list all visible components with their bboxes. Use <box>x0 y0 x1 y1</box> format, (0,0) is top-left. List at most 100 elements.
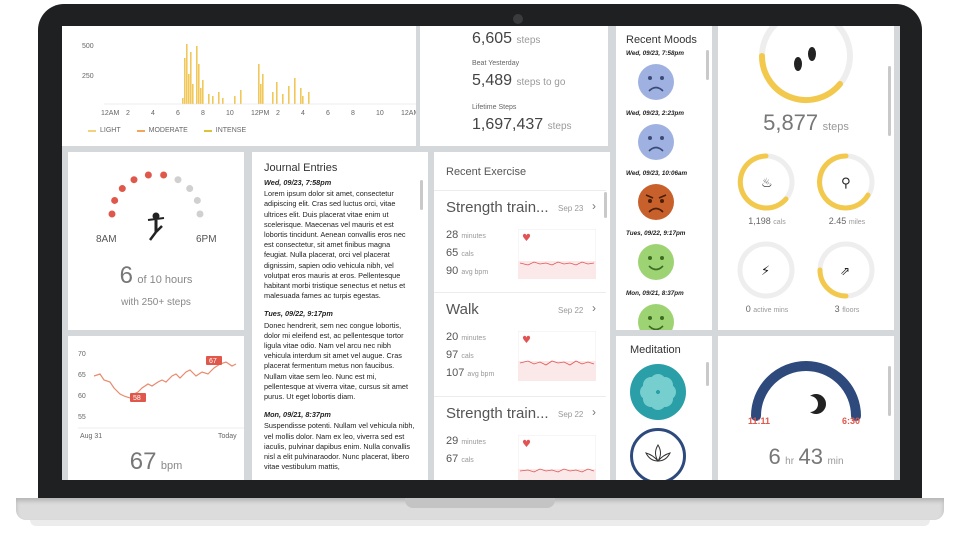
activity-bar <box>182 98 184 104</box>
activity-bar <box>222 98 224 104</box>
activity-bar <box>198 64 200 104</box>
x-tick-label: 2 <box>126 110 130 117</box>
angry-face-icon[interactable] <box>638 184 674 220</box>
x-tick-label: 8 <box>351 110 355 117</box>
x-tick-label: 8 <box>201 110 205 117</box>
x-tick-label: 2 <box>276 110 280 117</box>
hourly-value: 6 of 10 hours <box>119 262 193 289</box>
hr-x-start: Aug 31 <box>80 433 102 440</box>
mini-rings-top: ♨ ⚲ <box>737 153 875 211</box>
happy-face-icon[interactable] <box>638 244 674 280</box>
activity-bar <box>288 86 290 104</box>
lightning-icon: ⚡ <box>761 264 770 279</box>
hourly-end: 6PM <box>196 234 217 245</box>
activity-bar <box>308 92 310 104</box>
calories-label: 1,198 cals <box>748 216 786 226</box>
journal-card[interactable]: Journal Entries Wed, 09/23, 7:58pm Lorem… <box>252 152 428 480</box>
activity-bar <box>240 90 242 104</box>
exercise-card[interactable]: Recent Exercise Strength train... Sep 23… <box>434 152 610 480</box>
hour-dot <box>111 196 119 204</box>
sad-face-icon[interactable] <box>638 124 674 160</box>
moods-scrollbar[interactable] <box>706 50 709 80</box>
hr-y-60: 60 <box>78 393 86 400</box>
hourly-activity-card[interactable]: 8AM 6PM 6 of 10 hours with 250+ steps <box>68 152 244 330</box>
mini-rings-bottom: ⚡ ⇗ <box>737 241 875 299</box>
mood-date: Mon, 09/21, 8:37pm <box>626 290 684 297</box>
sleep-arc <box>751 361 861 421</box>
activity-bar <box>192 84 194 104</box>
journal-scrollbar[interactable] <box>420 180 423 210</box>
svg-text:58: 58 <box>133 395 141 402</box>
stairs-icon: ⇗ <box>840 264 850 278</box>
meditation-flower-icon[interactable] <box>630 364 686 420</box>
exercise-item[interactable]: Strength train... Sep 22 › 29 minutes 67… <box>434 396 606 480</box>
steps-ring-card[interactable]: 5,877 steps ♨ ⚲ 1,198 cals 2.45 miles ⚡ … <box>718 26 894 330</box>
lifetime-steps-label: Lifetime Steps <box>472 104 517 111</box>
heart-rate-card[interactable]: 70 65 60 55 67 58 Aug 31 Today 67 bpm <box>68 336 244 480</box>
meditation-scrollbar[interactable] <box>706 362 709 386</box>
heart-icon: ♥ <box>522 233 531 244</box>
activity-bar <box>276 82 278 104</box>
x-tick-label: 4 <box>301 110 305 117</box>
journal-entry[interactable]: Wed, 09/23, 7:58pm Lorem ipsum dolor sit… <box>264 178 406 301</box>
sad-face-icon[interactable] <box>638 64 674 100</box>
hourly-dots <box>108 171 204 241</box>
moods-title: Recent Moods <box>626 34 697 46</box>
exercise-item[interactable]: Strength train... Sep 23 › 28 minutes 65… <box>434 190 606 290</box>
hour-dot <box>186 185 194 193</box>
heart-rate-value: 67 bpm <box>129 448 183 475</box>
hour-dot <box>144 171 152 179</box>
activity-bar <box>218 92 220 104</box>
sleep-scrollbar[interactable] <box>888 366 891 416</box>
active-mins-label: 0 active mins <box>745 304 789 314</box>
sleep-card[interactable]: 11:11 6:30 6 hr 43 min <box>718 336 894 480</box>
laptop-shadow <box>30 520 930 526</box>
hour-dot <box>108 210 116 218</box>
moods-card[interactable]: Recent Moods Wed, 09/23, 7:58pm Wed, 09/… <box>616 26 712 330</box>
x-tick-label: 12AM <box>101 110 119 117</box>
lifetime-steps-value: 1,697,437 steps <box>472 116 572 133</box>
dashboard-screen: 500 250 12AM 2 4 6 8 10 12PM 2 4 6 8 10 12AM LIGHT M… <box>62 26 900 480</box>
lotus-icon[interactable] <box>630 428 686 480</box>
heart-rate-line <box>93 361 237 399</box>
exercise-item[interactable]: Walk Sep 22 › 20 minutes 97 cals 107 avg… <box>434 292 606 394</box>
mood-date: Wed, 09/23, 2:23pm <box>626 110 684 117</box>
y-tick-250: 250 <box>82 73 94 80</box>
heart-icon: ♥ <box>522 335 531 346</box>
laptop-notch <box>405 498 555 508</box>
activity-bar <box>294 78 296 104</box>
journal-entry[interactable]: Tues, 09/22, 9:17pm Donec hendrerit, sem… <box>264 309 408 402</box>
mood-date: Wed, 09/23, 7:58pm <box>626 50 684 57</box>
location-pin-icon: ⚲ <box>841 176 851 191</box>
activity-chart-card[interactable]: 500 250 12AM 2 4 6 8 10 12PM 2 4 6 8 10 12AM LIGHT M… <box>62 26 416 146</box>
steps-summary-card[interactable]: 6,605 steps Beat Yesterday 5,489 steps t… <box>420 26 608 146</box>
meditation-card[interactable]: Meditation <box>616 336 712 480</box>
floors-label: 3 floors <box>834 304 860 314</box>
steps-ring-scrollbar[interactable] <box>888 66 891 136</box>
journal-entry[interactable]: Mon, 09/21, 8:37pm Suspendisse potenti. … <box>264 410 415 472</box>
activity-bar <box>202 80 204 104</box>
hr-y-55: 55 <box>78 414 86 421</box>
activity-chart: 500 250 12AM 2 4 6 8 10 12PM 2 4 6 8 10 12AM <box>82 43 416 117</box>
activity-bar <box>208 94 210 104</box>
hr-low-badge <box>130 393 146 402</box>
happy-face-icon[interactable] <box>638 304 674 330</box>
person-icon <box>147 212 165 241</box>
legend-moderate: MODERATE <box>136 127 188 134</box>
exercise-title: Recent Exercise <box>446 166 527 178</box>
steps-ring <box>758 26 853 104</box>
meditation-title: Meditation <box>630 344 681 356</box>
exercise-scrollbar[interactable] <box>604 192 607 218</box>
moon-icon <box>810 394 826 414</box>
beat-yesterday-label: Beat Yesterday <box>472 60 520 67</box>
x-tick-label: 6 <box>176 110 180 117</box>
exercise-hr-chart: ♥ <box>518 331 596 381</box>
activity-bar <box>190 52 192 104</box>
x-tick-label: 6 <box>326 110 330 117</box>
hour-dot <box>130 176 138 184</box>
hourly-start: 8AM <box>96 234 117 245</box>
journal-title: Journal Entries <box>264 162 338 174</box>
hr-high-badge <box>206 356 222 365</box>
activity-bar <box>186 44 188 104</box>
chevron-right-icon: › <box>592 199 596 213</box>
